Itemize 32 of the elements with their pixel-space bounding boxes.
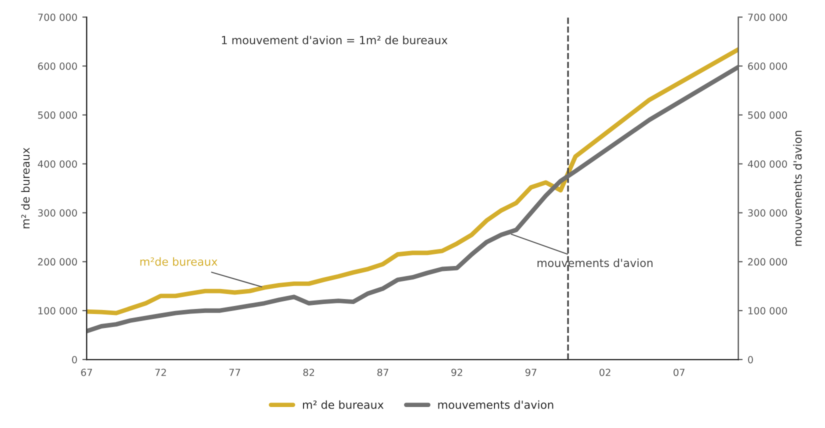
x-tick-label: 82 (303, 368, 314, 376)
y2-tick-label: 100 000 (748, 307, 787, 314)
x-tick-label: 92 (451, 368, 462, 376)
y-tick-label: 0 (72, 356, 77, 364)
y-axis-title: m² de bureaux (21, 148, 30, 228)
y2-tick-label: 400 000 (748, 160, 787, 168)
y-tick-label: 700 000 (38, 14, 77, 21)
annotation: mouvements d'avion (538, 258, 652, 268)
y-tick-label: 500 000 (38, 111, 77, 119)
annotation: m²de bureaux (140, 257, 218, 266)
x-tick-label: 72 (155, 368, 166, 376)
legend-label: m² de bureaux (303, 400, 384, 409)
y-tick-label: 400 000 (38, 160, 77, 168)
legend-label: mouvements d'avion (438, 400, 554, 409)
y2-tick-label: 200 000 (748, 258, 787, 266)
x-tick-label: 97 (525, 368, 536, 376)
y-tick-label: 300 000 (38, 209, 77, 217)
y2-tick-label: 300 000 (748, 209, 787, 217)
y-tick-label: 600 000 (38, 62, 77, 70)
x-tick-label: 02 (600, 368, 610, 376)
y2-tick-label: 600 000 (748, 62, 787, 70)
y2-axis-title: mouvements d'avion (793, 130, 802, 246)
y-tick-label: 100 000 (38, 307, 77, 314)
x-tick-label: 67 (81, 368, 92, 376)
x-tick-label: 77 (229, 368, 240, 376)
annotation: 1 mouvement d'avion = 1m² de bureaux (222, 36, 448, 44)
y2-tick-label: 700 000 (748, 14, 787, 21)
x-tick-label: 87 (377, 368, 388, 376)
y2-tick-label: 0 (748, 356, 753, 364)
y-tick-label: 200 000 (38, 258, 77, 266)
y2-tick-label: 500 000 (748, 111, 787, 119)
x-tick-label: 07 (674, 368, 684, 376)
